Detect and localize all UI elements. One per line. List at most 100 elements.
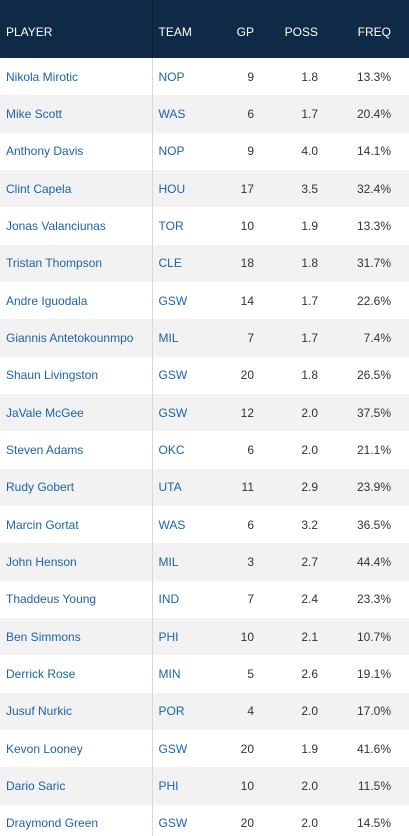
poss-cell: 3.2 bbox=[301, 517, 318, 532]
freq-cell: 22.6% bbox=[356, 293, 391, 308]
player-cell[interactable]: Anthony Davis bbox=[0, 132, 153, 170]
freq-cell: 31.7% bbox=[325, 244, 409, 282]
table-row: Andre Iguodala GSW 14 1.7 22.6% bbox=[0, 281, 409, 320]
team-cell[interactable]: NOP bbox=[158, 144, 185, 159]
player-cell[interactable]: Jonas Valanciunas bbox=[0, 207, 153, 245]
freq-cell: 44.4% bbox=[325, 543, 409, 581]
team-cell[interactable]: PHI bbox=[152, 767, 214, 805]
freq-cell: 41.6% bbox=[356, 741, 391, 756]
team-cell[interactable]: IND bbox=[158, 592, 180, 607]
team-cell[interactable]: OKC bbox=[158, 442, 185, 457]
gp-cell: 6 bbox=[247, 442, 254, 457]
freq-cell: 20.4% bbox=[325, 95, 409, 133]
freq-cell: 37.5% bbox=[325, 393, 409, 432]
table-row: John Henson MIL 3 2.7 44.4% bbox=[0, 543, 409, 581]
freq-cell: 36.5% bbox=[356, 517, 391, 532]
column-header[interactable]: PLAYER bbox=[0, 0, 153, 58]
table-row: Jusuf Nurkic POR 4 2.0 17.0% bbox=[0, 692, 409, 730]
player-cell[interactable]: Tristan Thompson bbox=[0, 244, 153, 282]
player-cell[interactable]: Ben Simmons bbox=[0, 617, 153, 656]
poss-cell: 2.9 bbox=[262, 468, 325, 506]
team-cell[interactable]: UTA bbox=[152, 468, 214, 506]
player-cell[interactable]: Kevon Looney bbox=[0, 729, 153, 768]
player-cell[interactable]: Draymond Green bbox=[0, 804, 153, 836]
team-cell[interactable]: GSW bbox=[158, 368, 188, 383]
gp-cell: 20 bbox=[240, 368, 254, 383]
poss-cell: 2.4 bbox=[301, 592, 318, 607]
team-cell[interactable]: PHI bbox=[152, 617, 214, 656]
player-cell[interactable]: Steven Adams bbox=[0, 431, 153, 469]
player-cell[interactable]: John Henson bbox=[0, 543, 153, 581]
gp-cell: 14 bbox=[240, 293, 254, 308]
freq-cell: 21.1% bbox=[356, 442, 391, 457]
poss-cell: 1.9 bbox=[301, 218, 318, 233]
team-cell[interactable]: WAS bbox=[152, 95, 214, 133]
column-header[interactable]: FREQ bbox=[325, 0, 409, 58]
player-cell[interactable]: Jusuf Nurkic bbox=[0, 692, 153, 730]
poss-cell: 2.0 bbox=[262, 393, 325, 432]
team-cell[interactable]: TOR bbox=[158, 218, 184, 233]
column-header[interactable]: GP bbox=[214, 0, 262, 58]
freq-cell: 7.4% bbox=[325, 319, 409, 357]
freq-cell: 17.0% bbox=[325, 692, 409, 730]
gp-cell: 6 bbox=[214, 95, 262, 133]
poss-cell: 2.0 bbox=[301, 816, 318, 831]
player-cell[interactable]: Giannis Antetokounmpo bbox=[0, 319, 153, 357]
team-cell[interactable]: WAS bbox=[158, 517, 186, 532]
player-cell[interactable]: Marcin Gortat bbox=[0, 505, 153, 544]
player-cell[interactable]: Andre Iguodala bbox=[0, 281, 153, 320]
player-cell[interactable]: Rudy Gobert bbox=[0, 468, 153, 506]
gp-cell: 6 bbox=[247, 517, 254, 532]
player-cell[interactable]: Thaddeus Young bbox=[0, 580, 153, 618]
gp-cell: 7 bbox=[214, 319, 262, 357]
freq-cell: 11.5% bbox=[325, 767, 409, 805]
gp-cell: 10 bbox=[214, 767, 262, 805]
table-row: Kevon Looney GSW 20 1.9 41.6% bbox=[0, 729, 409, 768]
gp-cell: 20 bbox=[240, 741, 254, 756]
poss-cell: 1.8 bbox=[262, 244, 325, 282]
freq-cell: 13.3% bbox=[356, 69, 391, 84]
table-row: Rudy Gobert UTA 11 2.9 23.9% bbox=[0, 468, 409, 506]
freq-cell: 10.7% bbox=[325, 617, 409, 656]
gp-cell: 10 bbox=[214, 617, 262, 656]
team-cell[interactable]: GSW bbox=[158, 741, 188, 756]
table-row: JaVale McGee GSW 12 2.0 37.5% bbox=[0, 393, 409, 432]
team-cell[interactable]: GSW bbox=[152, 393, 214, 432]
team-cell[interactable]: CLE bbox=[152, 244, 214, 282]
player-cell[interactable]: Clint Capela bbox=[0, 169, 153, 208]
gp-cell: 4 bbox=[214, 692, 262, 730]
freq-cell: 14.5% bbox=[356, 816, 391, 831]
player-cell[interactable]: Nikola Mirotic bbox=[0, 58, 153, 96]
poss-cell: 2.0 bbox=[262, 692, 325, 730]
gp-cell: 7 bbox=[247, 592, 254, 607]
poss-cell: 1.9 bbox=[301, 741, 318, 756]
player-cell[interactable]: Shaun Livingston bbox=[0, 356, 153, 394]
team-cell[interactable]: NOP bbox=[158, 69, 185, 84]
player-cell[interactable]: Derrick Rose bbox=[0, 655, 153, 693]
team-cell[interactable]: GSW bbox=[158, 816, 188, 831]
player-cell[interactable]: Dario Saric bbox=[0, 767, 153, 805]
table-row: Anthony Davis NOP 9 4.0 14.1% bbox=[0, 132, 409, 170]
freq-cell: 19.1% bbox=[356, 666, 391, 681]
player-cell[interactable]: JaVale McGee bbox=[0, 393, 153, 432]
gp-cell: 9 bbox=[247, 69, 254, 84]
table-row: Mike Scott WAS 6 1.7 20.4% bbox=[0, 95, 409, 133]
team-cell[interactable]: MIL bbox=[152, 319, 214, 357]
table-row: Ben Simmons PHI 10 2.1 10.7% bbox=[0, 617, 409, 656]
gp-cell: 12 bbox=[214, 393, 262, 432]
team-cell[interactable]: GSW bbox=[158, 293, 188, 308]
column-header[interactable]: POSS bbox=[262, 0, 325, 58]
gp-cell: 18 bbox=[214, 244, 262, 282]
team-cell[interactable]: MIN bbox=[158, 666, 181, 681]
table-row: Tristan Thompson CLE 18 1.8 31.7% bbox=[0, 244, 409, 282]
player-cell[interactable]: Mike Scott bbox=[0, 95, 153, 133]
freq-cell: 23.3% bbox=[356, 592, 391, 607]
column-header[interactable]: TEAM bbox=[152, 0, 214, 58]
table-row: Jonas Valanciunas TOR 10 1.9 13.3% bbox=[0, 207, 409, 245]
team-cell[interactable]: MIL bbox=[152, 543, 214, 581]
poss-cell: 1.8 bbox=[301, 368, 318, 383]
team-cell[interactable]: POR bbox=[152, 692, 214, 730]
team-cell[interactable]: HOU bbox=[152, 169, 214, 208]
